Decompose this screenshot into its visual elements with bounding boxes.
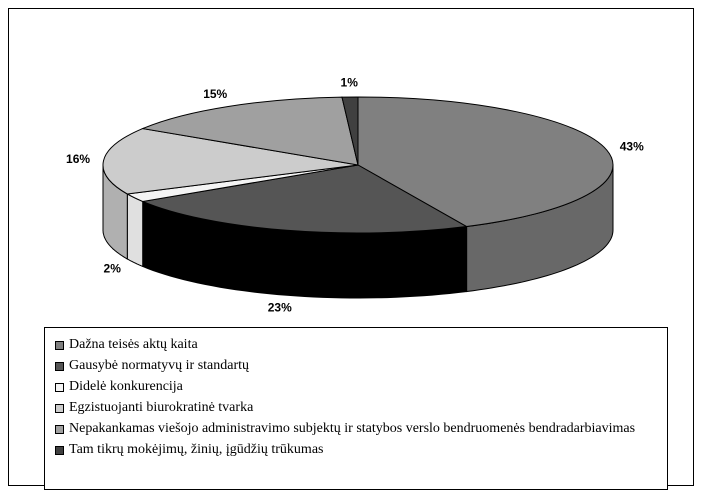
legend-label: Egzistuojanti biurokratinė tvarka: [69, 400, 254, 415]
pie-slice: [140, 164, 469, 234]
data-label: 15%: [203, 87, 227, 101]
legend-label: Didelė konkurencija: [69, 379, 183, 394]
legend-item: Gausybė normatyvų ir standartų: [55, 357, 657, 374]
legend-label: Tam tikrų mokėjimų, žinių, įgūdžių trūku…: [69, 442, 324, 457]
pie-slice: [341, 96, 359, 166]
legend-item: Didelė konkurencija: [55, 378, 657, 395]
data-label: 1%: [341, 76, 359, 90]
data-label: 43%: [620, 139, 644, 153]
legend-item: Tam tikrų mokėjimų, žinių, įgūdžių trūku…: [55, 441, 657, 458]
legend-item: Egzistuojanti biurokratinė tvarka: [55, 399, 657, 416]
data-label: 2%: [104, 261, 122, 275]
pie-slice: [140, 96, 359, 166]
data-label: 23%: [268, 301, 292, 315]
pie-slice: [102, 128, 359, 195]
pie-slice: [357, 96, 614, 228]
legend: Dažna teisės aktų kaita Gausybė normatyvų…: [44, 327, 668, 490]
legend-swatch: [55, 383, 64, 392]
legend-label: Gausybė normatyvų ir standartų: [69, 358, 250, 373]
legend-label: Dažna teisės aktų kaita: [69, 337, 198, 352]
legend-swatch: [55, 446, 64, 455]
legend-swatch: [55, 425, 64, 434]
legend-label: Nepakankamas viešojo administravimo subj…: [69, 421, 636, 436]
legend-item: Nepakankamas viešojo administravimo subj…: [55, 420, 657, 437]
data-label: 16%: [66, 152, 90, 166]
legend-swatch: [55, 341, 64, 350]
legend-item: Dažna teisės aktų kaita: [55, 336, 657, 353]
pie-side: [126, 193, 144, 268]
legend-swatch: [55, 404, 64, 413]
legend-swatch: [55, 362, 64, 371]
